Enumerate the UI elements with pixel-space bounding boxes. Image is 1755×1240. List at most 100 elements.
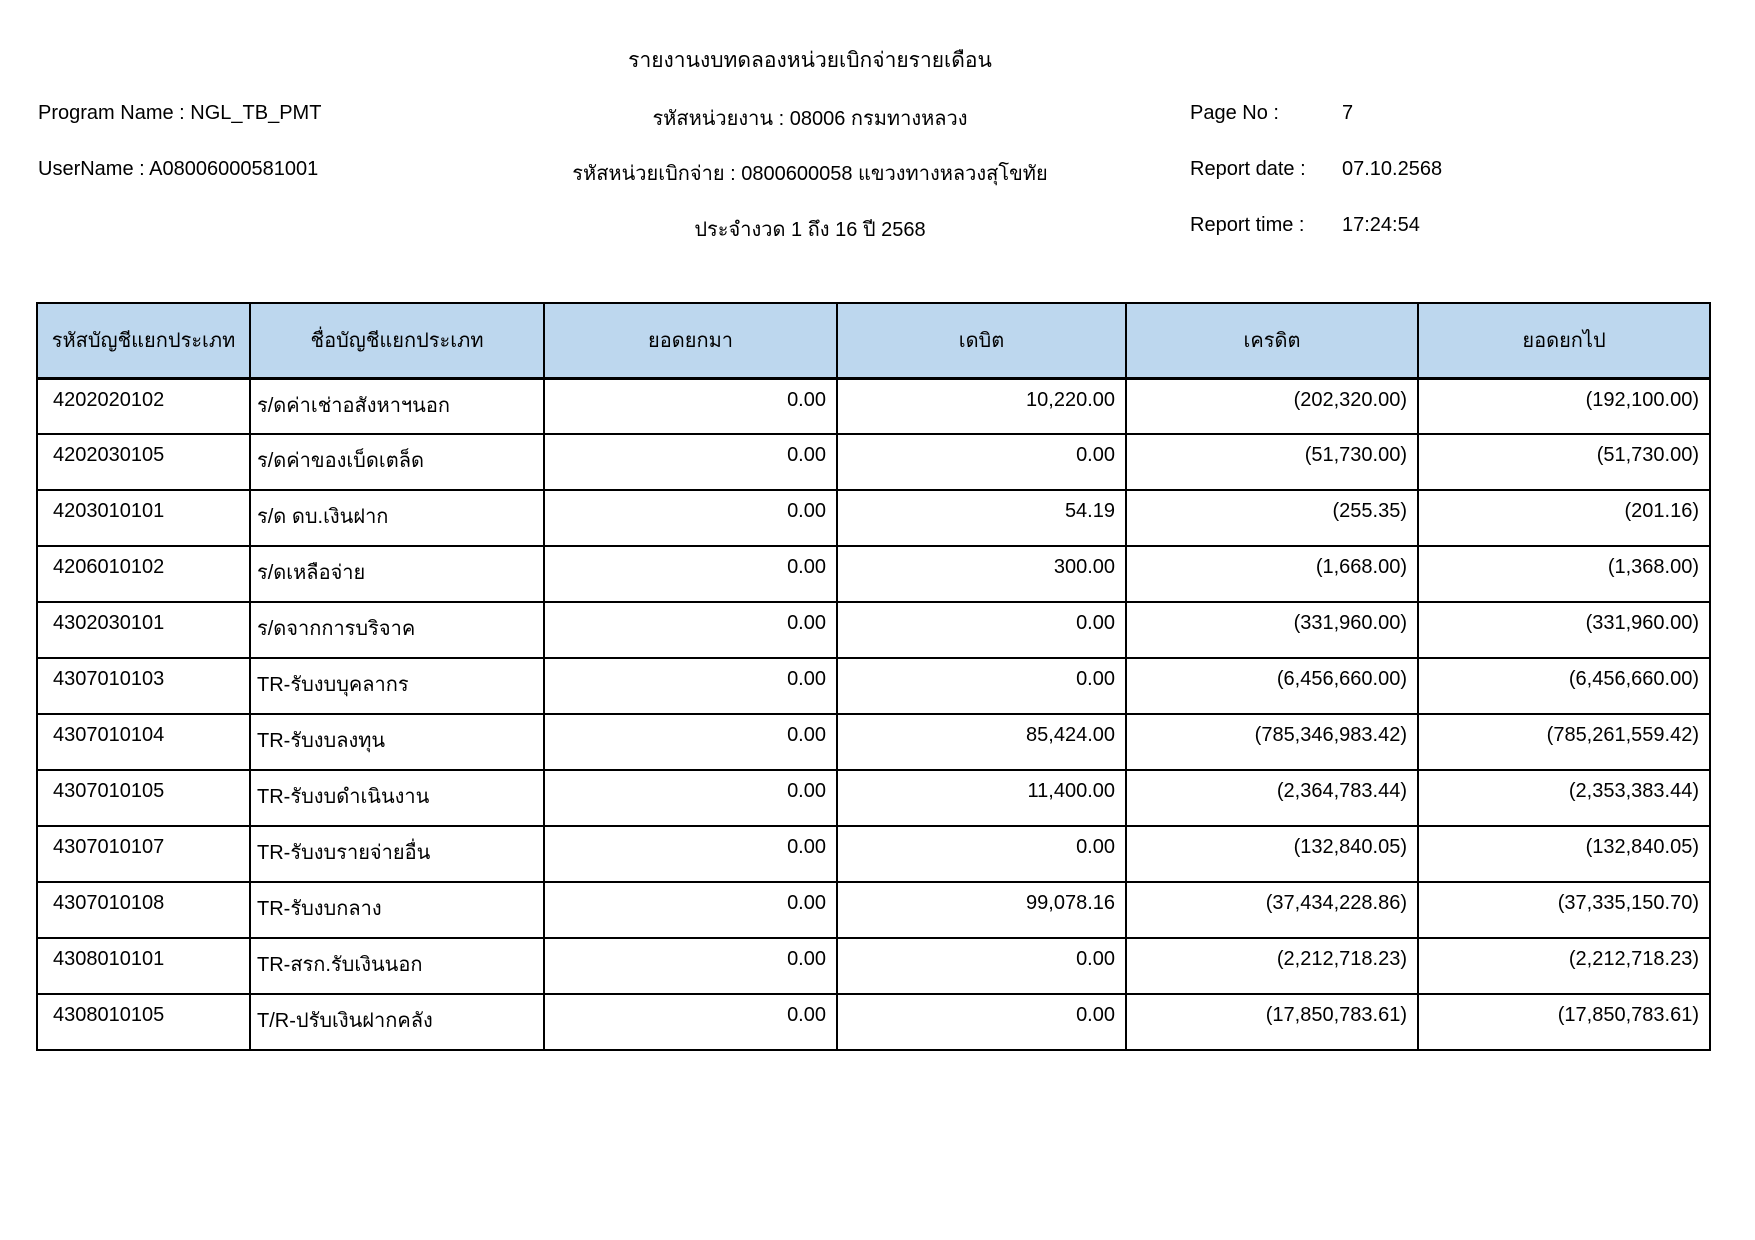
cell-debit: 0.00 xyxy=(836,825,1127,883)
cell-credit: (6,456,660.00) xyxy=(1125,657,1419,715)
cell-debit: 0.00 xyxy=(836,433,1127,491)
report-time-label: Report time : xyxy=(1190,214,1305,236)
cell-credit: (2,212,718.23) xyxy=(1125,937,1419,995)
agency-code: รหัสหน่วยงาน : 08006 กรมทางหลวง xyxy=(652,108,968,130)
cell-account-name: ร/ดเหลือจ่าย xyxy=(249,545,545,603)
report-date-label: Report date : xyxy=(1190,158,1306,180)
cell-brought-forward: 0.00 xyxy=(543,825,838,883)
table-row: 4202030105 ร/ดค่าของเบ็ดเตล็ด 0.00 0.00 … xyxy=(36,433,1711,491)
cell-credit: (51,730.00) xyxy=(1125,433,1419,491)
cell-account-code: 4307010107 xyxy=(36,825,251,883)
cell-account-name: TR-รับงบดำเนินงาน xyxy=(249,769,545,827)
cell-account-code: 4202030105 xyxy=(36,433,251,491)
cell-debit: 300.00 xyxy=(836,545,1127,603)
table-row: 4302030101 ร/ดจากการบริจาค 0.00 0.00 (33… xyxy=(36,601,1711,659)
table-row: 4308010105 T/R-ปรับเงินฝากคลัง 0.00 0.00… xyxy=(36,993,1711,1051)
cell-debit: 0.00 xyxy=(836,937,1127,995)
cell-account-name: T/R-ปรับเงินฝากคลัง xyxy=(249,993,545,1051)
cell-brought-forward: 0.00 xyxy=(543,881,838,939)
cell-carried-forward: (132,840.05) xyxy=(1417,825,1711,883)
cell-account-code: 4203010101 xyxy=(36,489,251,547)
cell-debit: 85,424.00 xyxy=(836,713,1127,771)
cell-account-name: ร/ดจากการบริจาค xyxy=(249,601,545,659)
cell-account-code: 4307010103 xyxy=(36,657,251,715)
cell-brought-forward: 0.00 xyxy=(543,657,838,715)
cell-debit: 54.19 xyxy=(836,489,1127,547)
cell-account-name: TR-รับงบลงทุน xyxy=(249,713,545,771)
cell-carried-forward: (331,960.00) xyxy=(1417,601,1711,659)
cell-credit: (1,668.00) xyxy=(1125,545,1419,603)
cell-carried-forward: (17,850,783.61) xyxy=(1417,993,1711,1051)
cell-account-name: TR-สรก.รับเงินนอก xyxy=(249,937,545,995)
cell-account-code: 4307010108 xyxy=(36,881,251,939)
cell-credit: (785,346,983.42) xyxy=(1125,713,1419,771)
cell-account-name: ร/ด ดบ.เงินฝาก xyxy=(249,489,545,547)
cell-brought-forward: 0.00 xyxy=(543,489,838,547)
page-no-value: 7 xyxy=(1342,102,1354,124)
cell-credit: (17,850,783.61) xyxy=(1125,993,1419,1051)
trial-balance-table: รหัสบัญชีแยกประเภท ชื่อบัญชีแยกประเภท ยอ… xyxy=(36,302,1711,1051)
cell-carried-forward: (37,335,150.70) xyxy=(1417,881,1711,939)
cell-carried-forward: (201.16) xyxy=(1417,489,1711,547)
table-row: 4206010102 ร/ดเหลือจ่าย 0.00 300.00 (1,6… xyxy=(36,545,1711,603)
cell-account-code: 4206010102 xyxy=(36,545,251,603)
report-date-value: 07.10.2568 xyxy=(1342,158,1443,180)
cell-debit: 10,220.00 xyxy=(836,377,1127,435)
disbursement-unit: รหัสหน่วยเบิกจ่าย : 0800600058 แขวงทางหล… xyxy=(572,163,1048,185)
program-name: Program Name : NGL_TB_PMT xyxy=(38,102,322,124)
cell-account-code: 4308010101 xyxy=(36,937,251,995)
cell-carried-forward: (2,353,383.44) xyxy=(1417,769,1711,827)
cell-credit: (202,320.00) xyxy=(1125,377,1419,435)
report-time-value: 17:24:54 xyxy=(1342,214,1420,236)
cell-carried-forward: (2,212,718.23) xyxy=(1417,937,1711,995)
column-header-credit: เครดิต xyxy=(1125,302,1419,380)
cell-account-name: ร/ดค่าของเบ็ดเตล็ด xyxy=(249,433,545,491)
column-header-account-name: ชื่อบัญชีแยกประเภท xyxy=(249,302,545,380)
cell-credit: (37,434,228.86) xyxy=(1125,881,1419,939)
cell-account-code: 4307010105 xyxy=(36,769,251,827)
table-row: 4307010105 TR-รับงบดำเนินงาน 0.00 11,400… xyxy=(36,769,1711,827)
cell-carried-forward: (6,456,660.00) xyxy=(1417,657,1711,715)
cell-account-name: TR-รับงบบุคลากร xyxy=(249,657,545,715)
table-row: 4202020102 ร/ดค่าเช่าอสังหาฯนอก 0.00 10,… xyxy=(36,377,1711,435)
cell-account-code: 4202020102 xyxy=(36,377,251,435)
table-header-row: รหัสบัญชีแยกประเภท ชื่อบัญชีแยกประเภท ยอ… xyxy=(36,302,1711,380)
cell-account-code: 4307010104 xyxy=(36,713,251,771)
table-row: 4308010101 TR-สรก.รับเงินนอก 0.00 0.00 (… xyxy=(36,937,1711,995)
table-row: 4203010101 ร/ด ดบ.เงินฝาก 0.00 54.19 (25… xyxy=(36,489,1711,547)
cell-debit: 11,400.00 xyxy=(836,769,1127,827)
period: ประจำงวด 1 ถึง 16 ปี 2568 xyxy=(694,219,926,241)
cell-carried-forward: (51,730.00) xyxy=(1417,433,1711,491)
cell-carried-forward: (192,100.00) xyxy=(1417,377,1711,435)
page-no-label: Page No : xyxy=(1190,102,1279,124)
cell-brought-forward: 0.00 xyxy=(543,377,838,435)
column-header-account-code: รหัสบัญชีแยกประเภท xyxy=(36,302,251,380)
table-body: 4202020102 ร/ดค่าเช่าอสังหาฯนอก 0.00 10,… xyxy=(36,377,1711,1051)
table-header: รหัสบัญชีแยกประเภท ชื่อบัญชีแยกประเภท ยอ… xyxy=(36,302,1711,380)
cell-brought-forward: 0.00 xyxy=(543,433,838,491)
cell-brought-forward: 0.00 xyxy=(543,601,838,659)
cell-carried-forward: (785,261,559.42) xyxy=(1417,713,1711,771)
cell-carried-forward: (1,368.00) xyxy=(1417,545,1711,603)
cell-credit: (331,960.00) xyxy=(1125,601,1419,659)
cell-account-code: 4302030101 xyxy=(36,601,251,659)
cell-account-name: ร/ดค่าเช่าอสังหาฯนอก xyxy=(249,377,545,435)
cell-brought-forward: 0.00 xyxy=(543,993,838,1051)
table-row: 4307010104 TR-รับงบลงทุน 0.00 85,424.00 … xyxy=(36,713,1711,771)
cell-credit: (2,364,783.44) xyxy=(1125,769,1419,827)
username: UserName : A08006000581001 xyxy=(38,158,319,180)
column-header-debit: เดบิต xyxy=(836,302,1127,380)
report-title: รายงานงบทดลองหน่วยเบิกจ่ายรายเดือน xyxy=(628,49,992,72)
table-row: 4307010103 TR-รับงบบุคลากร 0.00 0.00 (6,… xyxy=(36,657,1711,715)
cell-brought-forward: 0.00 xyxy=(543,713,838,771)
column-header-carried-forward: ยอดยกไป xyxy=(1417,302,1711,380)
cell-account-name: TR-รับงบรายจ่ายอื่น xyxy=(249,825,545,883)
cell-brought-forward: 0.00 xyxy=(543,545,838,603)
cell-brought-forward: 0.00 xyxy=(543,937,838,995)
cell-account-name: TR-รับงบกลาง xyxy=(249,881,545,939)
cell-account-code: 4308010105 xyxy=(36,993,251,1051)
cell-brought-forward: 0.00 xyxy=(543,769,838,827)
cell-credit: (132,840.05) xyxy=(1125,825,1419,883)
table-row: 4307010107 TR-รับงบรายจ่ายอื่น 0.00 0.00… xyxy=(36,825,1711,883)
cell-debit: 99,078.16 xyxy=(836,881,1127,939)
